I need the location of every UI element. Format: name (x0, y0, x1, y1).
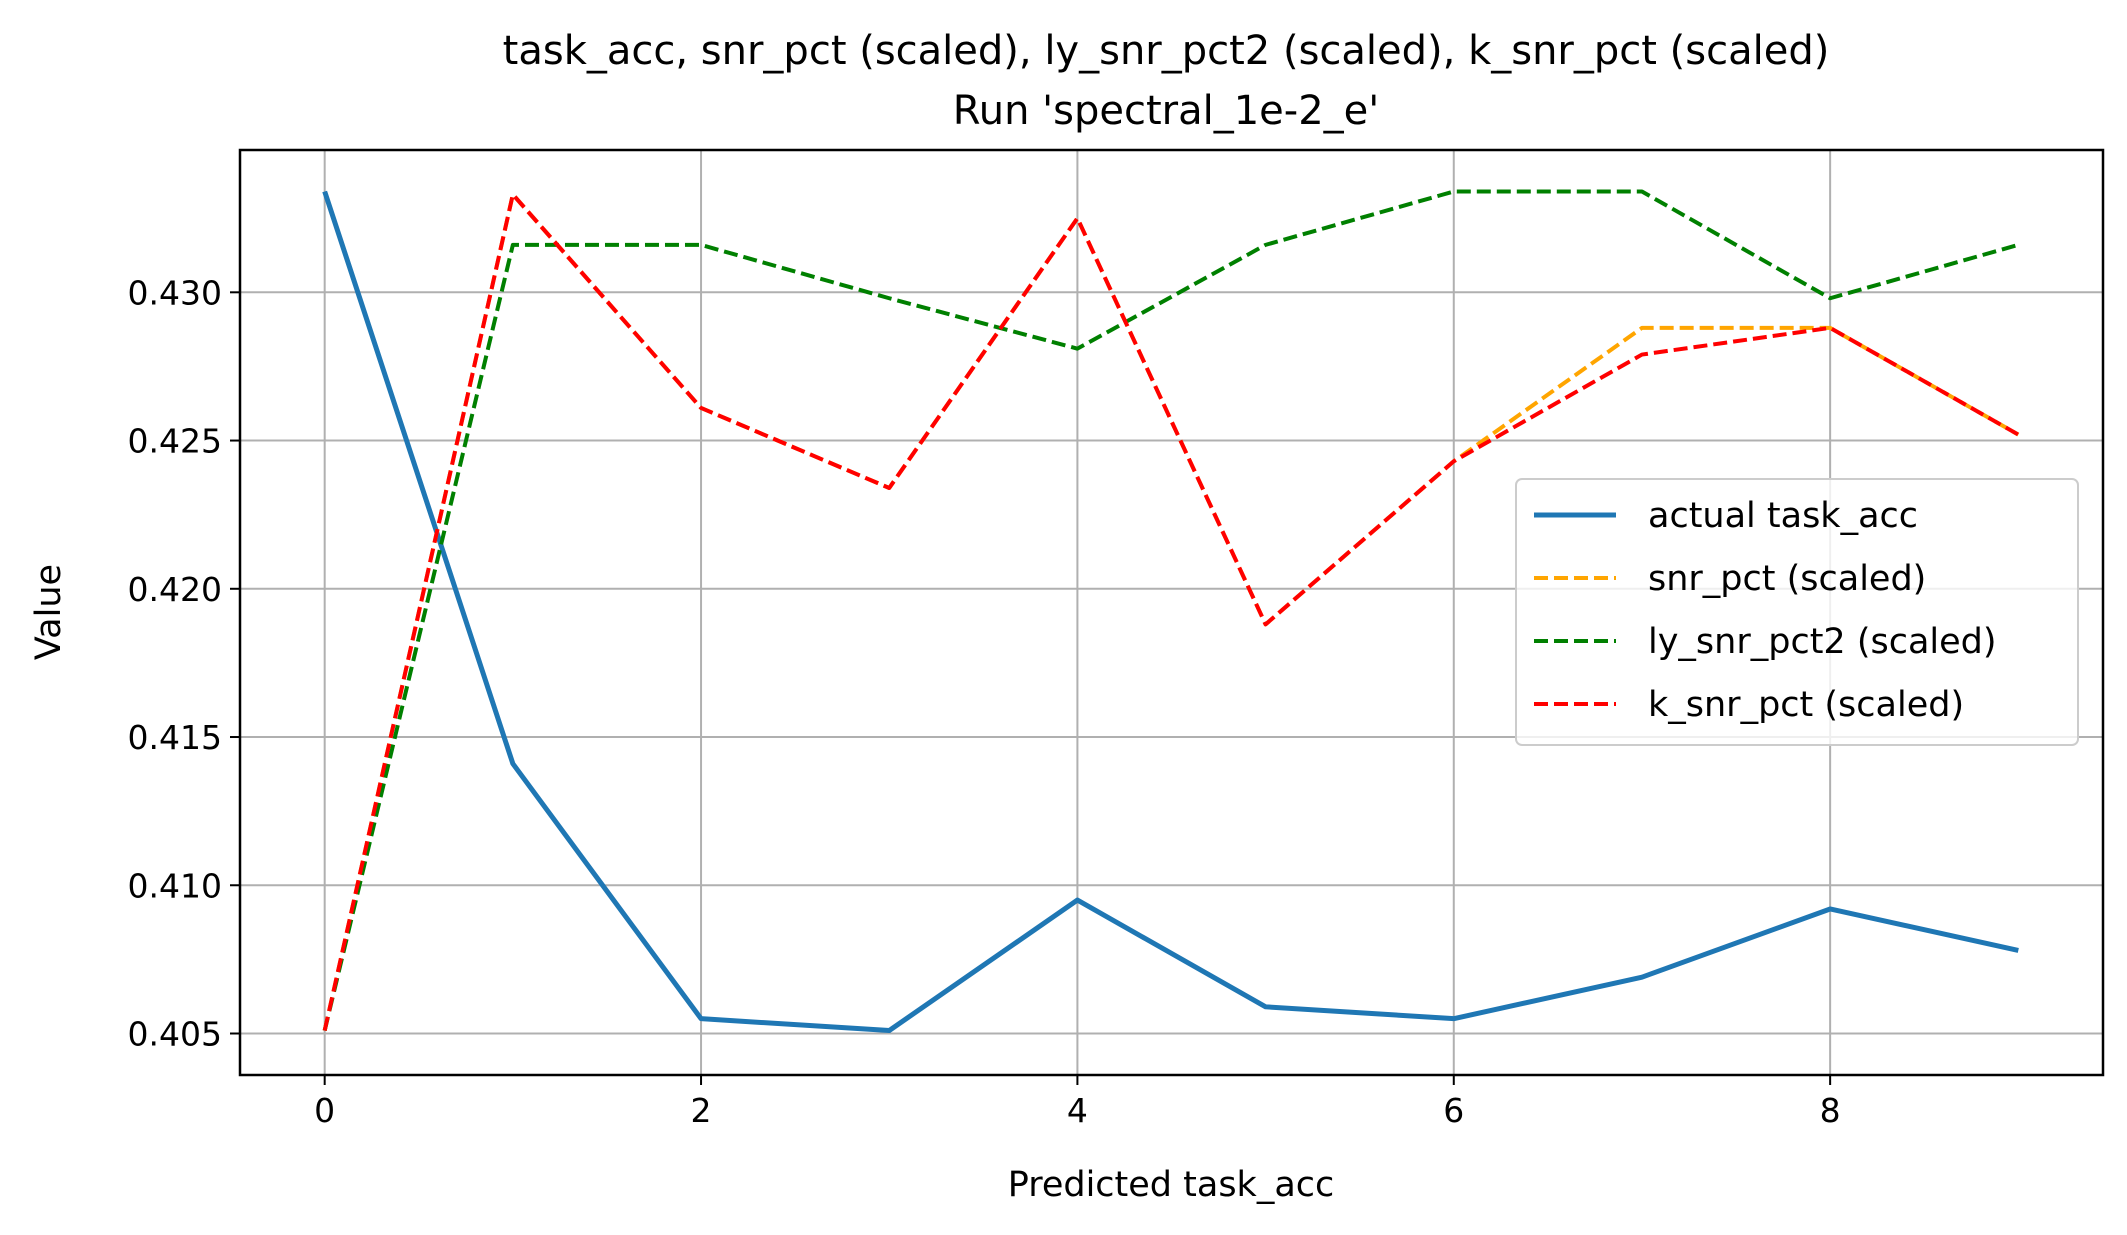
x-tick-label: 4 (1067, 1091, 1088, 1130)
chart-title-line-2: Run 'spectral_1e-2_e' (953, 88, 1380, 134)
legend-label: k_snr_pct (scaled) (1648, 685, 1964, 725)
x-tick-label: 8 (1820, 1091, 1841, 1130)
x-tick-label: 0 (314, 1091, 335, 1130)
series-line-1 (322, 190, 2019, 1034)
series-lines (322, 189, 2020, 1034)
axis-ticks: 0 2 4 6 8 0.405 0.410 0.415 0.420 0.425 0.430 (128, 273, 1841, 1130)
legend-label: snr_pct (scaled) (1648, 559, 1926, 599)
grid-lines (240, 150, 2103, 1075)
legend-frame (1515, 478, 2079, 746)
legend: actual task_acc snr_pct (scaled) ly_snr_pc… (1515, 478, 2079, 746)
y-axis-label: Value (29, 564, 69, 660)
plot-area-frame (238, 148, 2105, 1077)
legend-label: ly_snr_pct2 (scaled) (1648, 622, 1997, 662)
y-tick-label: 0.415 (128, 718, 222, 757)
series-line-3 (322, 189, 2019, 1031)
legend-label: actual task_acc (1648, 496, 1918, 536)
x-tick-label: 2 (691, 1091, 712, 1130)
series-line-4 (322, 192, 2020, 1031)
y-tick-label: 0.430 (128, 273, 222, 312)
y-tick-label: 0.420 (128, 570, 222, 609)
x-tick-label: 6 (1443, 1091, 1464, 1130)
x-axis-label: Predicted task_acc (1008, 1165, 1335, 1205)
y-tick-label: 0.410 (128, 866, 222, 905)
chart-title-line-1: task_acc, snr_pct (scaled), ly_snr_pct2 … (503, 28, 1830, 74)
y-tick-label: 0.425 (128, 422, 222, 461)
y-tick-label: 0.405 (128, 1014, 222, 1053)
